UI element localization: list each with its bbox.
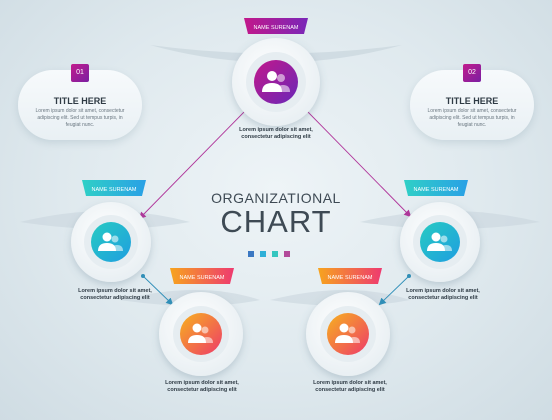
- node-left-name: NAME SURENAM: [92, 187, 137, 193]
- node-bottom-left-name: NAME SURENAM: [180, 275, 225, 281]
- card-text: Lorem ipsum dolor sit amet, consectetur …: [35, 108, 125, 128]
- node-top-caption: Lorem ipsum dolor sit amet, consectetur …: [239, 127, 313, 140]
- connector-top-left: [138, 109, 247, 220]
- node-bottom-left[interactable]: NAME SURENAM: [159, 268, 243, 376]
- dot-blue: [248, 251, 254, 257]
- node-top-badge: [254, 60, 298, 104]
- node-bottom-left-badge: [180, 313, 222, 355]
- node-top-name: NAME SURENAM: [254, 25, 299, 31]
- card-text: Lorem ipsum dolor sit amet, consectetur …: [427, 108, 517, 128]
- node-right-name: NAME SURENAM: [414, 187, 459, 193]
- node-right-badge: [420, 222, 460, 262]
- node-bottom-right-caption: Lorem ipsum dolor sit amet, consectetur …: [313, 380, 387, 393]
- node-bottom-right-badge: [327, 313, 369, 355]
- node-right[interactable]: NAME SURENAM: [400, 180, 480, 282]
- connector-left-bottom: [142, 275, 174, 306]
- card-number-badge: 02: [463, 64, 481, 82]
- node-right-ribbon: [404, 180, 468, 196]
- dot-cyan: [260, 251, 266, 257]
- info-card-02: 02 TITLE HERE Lorem ipsum dolor sit amet…: [410, 64, 534, 140]
- node-top-ribbon: [244, 18, 308, 34]
- node-left-ribbon: [82, 180, 146, 196]
- node-bottom-right-ribbon: [318, 268, 382, 284]
- node-left-caption: Lorem ipsum dolor sit amet, consectetur …: [78, 288, 152, 301]
- node-bottom-right[interactable]: NAME SURENAM: [306, 268, 390, 376]
- connector-dot-right: [407, 274, 411, 278]
- node-right-caption: Lorem ipsum dolor sit amet, consectetur …: [406, 288, 480, 301]
- node-top[interactable]: NAME SURENAM: [232, 18, 320, 126]
- card-title: TITLE HERE: [53, 96, 107, 106]
- connector-right-bottom: [378, 275, 410, 306]
- center-title-line2: CHART: [220, 204, 332, 239]
- node-bottom-left-caption: Lorem ipsum dolor sit amet, consectetur …: [165, 380, 239, 393]
- person-icon: [98, 232, 123, 251]
- person-icon: [427, 232, 452, 251]
- card-number-badge: 01: [71, 64, 89, 82]
- node-bottom-right-name: NAME SURENAM: [328, 275, 373, 281]
- connector-dot-left: [141, 274, 145, 278]
- person-icon: [188, 323, 213, 343]
- person-icon: [262, 71, 290, 92]
- node-left[interactable]: NAME SURENAM: [71, 180, 151, 282]
- center-title-line1: ORGANIZATIONAL: [211, 190, 341, 206]
- dot-teal: [272, 251, 278, 257]
- card-title: TITLE HERE: [445, 96, 499, 106]
- dot-magenta: [284, 251, 290, 257]
- connector-top-right: [305, 109, 412, 218]
- info-card-01: 01 TITLE HERE Lorem ipsum dolor sit amet…: [18, 64, 142, 140]
- color-dots: [248, 244, 308, 257]
- node-bottom-left-ribbon: [170, 268, 234, 284]
- node-left-badge: [91, 222, 131, 262]
- person-icon: [335, 323, 360, 343]
